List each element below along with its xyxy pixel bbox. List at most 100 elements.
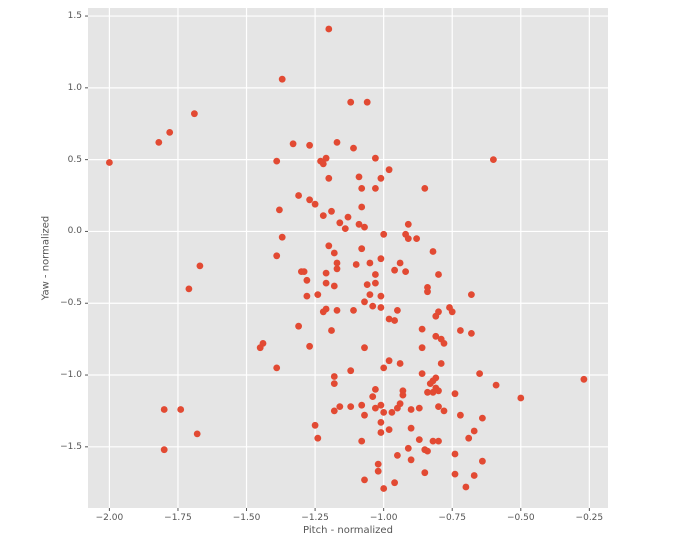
data-point	[404, 235, 412, 243]
data-point	[429, 437, 437, 445]
x-tick-label: −1.00	[369, 513, 398, 523]
data-point	[333, 259, 341, 267]
data-point	[306, 196, 313, 204]
data-point	[380, 364, 388, 372]
data-point	[361, 411, 368, 419]
data-point	[344, 213, 352, 221]
data-point	[580, 375, 588, 383]
data-point	[435, 387, 442, 395]
data-point	[468, 291, 475, 298]
data-point	[402, 268, 409, 275]
data-point	[160, 446, 168, 454]
data-point	[325, 174, 333, 182]
data-point	[193, 430, 201, 438]
data-point	[435, 403, 442, 410]
data-point	[388, 409, 396, 416]
data-point	[333, 265, 341, 273]
x-tick-label: −1.50	[232, 513, 261, 523]
data-point	[421, 185, 429, 192]
data-point	[404, 220, 412, 228]
data-point	[418, 344, 426, 352]
data-point	[347, 367, 355, 375]
data-point	[372, 404, 379, 412]
data-point	[429, 248, 437, 255]
data-point	[435, 271, 442, 278]
data-point	[407, 406, 415, 413]
data-point	[424, 388, 431, 396]
data-point	[424, 288, 431, 296]
data-point	[479, 457, 486, 465]
data-point	[361, 476, 368, 484]
y-tick-label: 0.0	[67, 226, 82, 237]
data-point	[196, 262, 204, 270]
data-point	[333, 307, 341, 314]
data-point	[369, 393, 377, 400]
data-point	[361, 344, 368, 352]
data-point	[372, 386, 379, 393]
x-tick-label: −0.50	[506, 513, 535, 523]
data-point	[311, 421, 319, 429]
data-point	[166, 129, 174, 136]
data-point	[377, 174, 385, 182]
data-point	[289, 140, 297, 148]
data-point	[517, 394, 525, 402]
data-point	[363, 98, 371, 106]
data-point	[352, 261, 360, 268]
data-point	[418, 370, 426, 377]
data-point	[380, 409, 388, 416]
data-point	[399, 391, 407, 399]
data-point	[278, 75, 286, 83]
data-point	[358, 245, 366, 253]
data-point	[366, 259, 374, 267]
data-point	[468, 330, 475, 337]
data-point	[311, 200, 319, 208]
data-point	[347, 403, 355, 410]
data-point	[415, 436, 423, 443]
data-point	[377, 292, 385, 300]
data-point	[377, 419, 385, 426]
data-point	[350, 307, 357, 314]
y-axis-title: Yaw - normalized	[40, 215, 52, 301]
data-point	[155, 139, 163, 146]
data-point	[418, 325, 426, 333]
data-point	[330, 373, 338, 380]
data-point	[369, 302, 377, 310]
data-point	[435, 437, 442, 445]
data-point	[440, 340, 448, 347]
data-point	[396, 400, 404, 408]
data-point	[396, 360, 404, 367]
data-point	[273, 252, 281, 260]
x-tick-label: −0.75	[438, 513, 467, 523]
data-point	[451, 470, 459, 478]
data-point	[358, 185, 366, 192]
data-point	[191, 110, 198, 118]
data-point	[457, 411, 464, 419]
data-point	[385, 166, 393, 174]
data-point	[350, 144, 357, 152]
x-tick-label: −1.25	[301, 513, 329, 523]
data-point	[451, 390, 459, 398]
data-point	[319, 212, 327, 220]
data-point	[358, 203, 366, 211]
data-point	[325, 242, 333, 250]
data-point	[306, 342, 313, 350]
x-tick-label: −1.75	[164, 513, 192, 523]
data-point	[278, 233, 286, 241]
data-point	[448, 308, 456, 316]
data-point	[372, 185, 379, 192]
data-point	[374, 467, 382, 475]
data-point	[385, 426, 393, 433]
data-point	[415, 404, 423, 412]
data-point	[490, 156, 497, 164]
data-point	[377, 429, 385, 436]
data-point	[314, 434, 322, 442]
data-point	[355, 220, 363, 228]
data-point	[361, 298, 368, 306]
data-point	[256, 344, 264, 352]
y-tick-label: 1.5	[67, 11, 82, 22]
data-point	[314, 291, 322, 298]
data-point	[426, 380, 434, 387]
data-point	[465, 434, 473, 442]
data-point	[303, 292, 311, 300]
